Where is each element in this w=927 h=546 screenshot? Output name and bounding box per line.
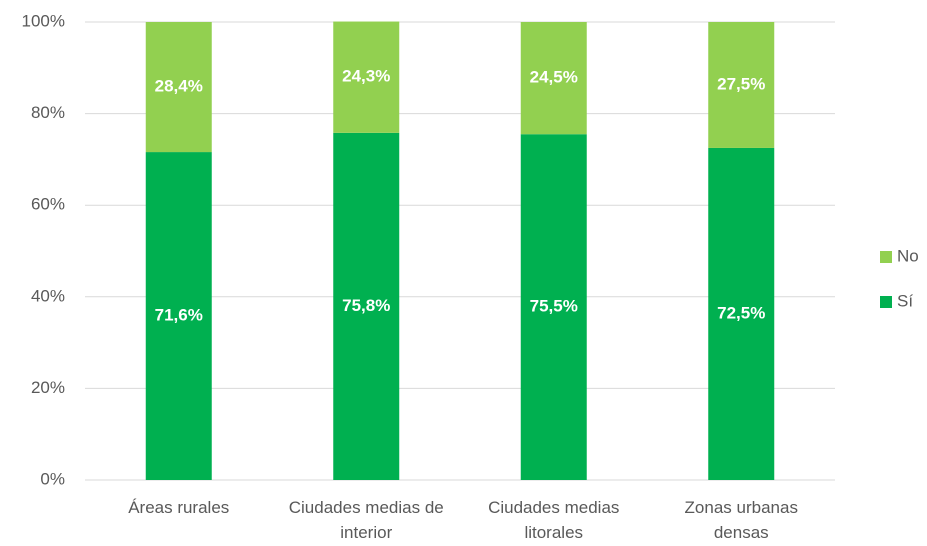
x-tick-label: Ciudades medias de interior <box>288 498 444 542</box>
bar-segment <box>520 22 587 135</box>
bar-segment <box>145 152 212 480</box>
y-tick-label: 0% <box>40 469 65 488</box>
value-label: 75,5% <box>530 297 578 316</box>
bar-segment <box>708 147 775 480</box>
legend-label: No <box>897 246 919 265</box>
value-label: 75,8% <box>342 296 390 315</box>
x-tick-label: Zonas urbanas densas <box>684 498 798 542</box>
bar-segment <box>333 21 400 133</box>
y-tick-label: 80% <box>31 103 65 122</box>
value-label: 24,3% <box>342 67 390 86</box>
bar-segment <box>520 134 587 480</box>
y-tick-label: 40% <box>31 286 65 305</box>
legend-swatch <box>880 251 892 263</box>
bar-segment <box>145 22 212 153</box>
y-tick-label: 20% <box>31 378 65 397</box>
value-label: 72,5% <box>717 303 765 322</box>
value-label: 24,5% <box>530 68 578 87</box>
value-label: 28,4% <box>155 77 203 96</box>
legend-swatch <box>880 296 892 308</box>
x-tick-label: Ciudades medias litorales <box>488 498 620 542</box>
y-tick-label: 60% <box>31 195 65 214</box>
value-label: 27,5% <box>717 74 765 93</box>
bar-segment <box>333 132 400 480</box>
x-tick-label: Áreas rurales <box>128 498 230 517</box>
legend-label: Sí <box>897 291 913 310</box>
y-tick-label: 100% <box>22 11 65 30</box>
value-label: 71,6% <box>155 306 203 325</box>
bar-segment <box>708 22 775 148</box>
